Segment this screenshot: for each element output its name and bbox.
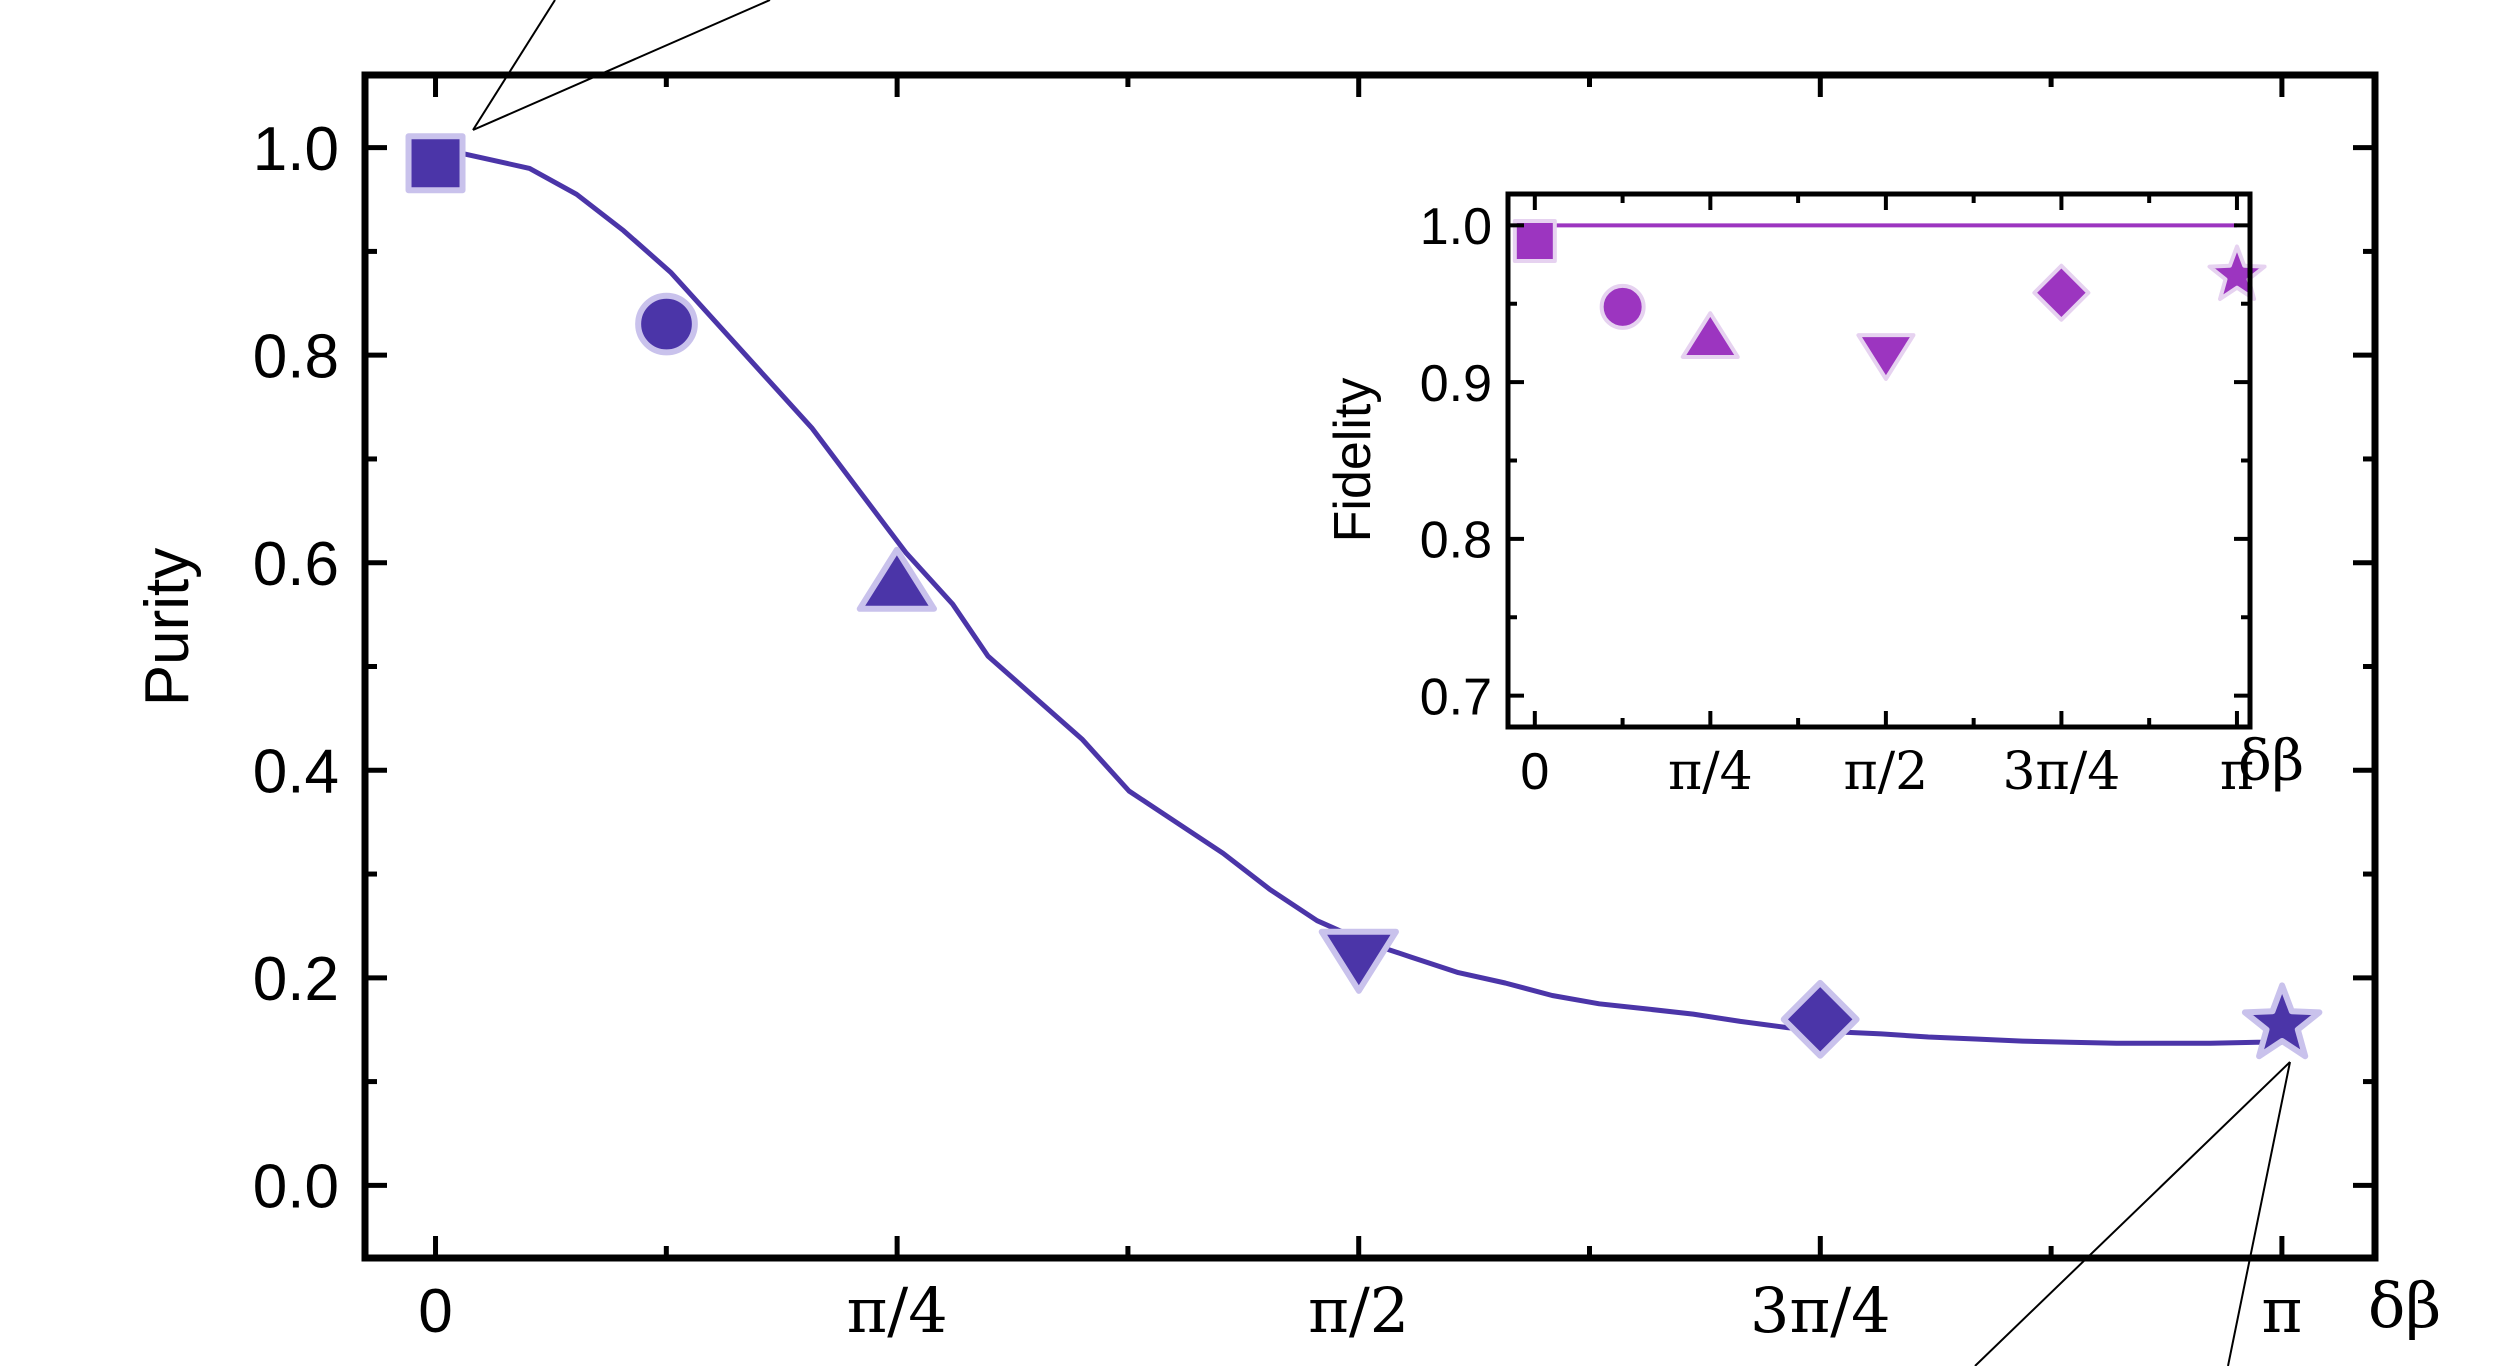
- inset-y-tick-label: 0.9: [1420, 355, 1492, 413]
- main-y-tick-label: 0.4: [253, 738, 339, 807]
- main-data-point-triangle-up: [856, 546, 938, 612]
- inset-markers-layer: [1512, 219, 2267, 381]
- main-x-tick-label: π/4: [847, 1274, 948, 1347]
- callout-lines: [472, 0, 2291, 1366]
- inset-x-tick-label: π: [2220, 742, 2254, 802]
- main-x-tick-label: 3π/4: [1750, 1274, 1891, 1347]
- main-y-tick-label: 0.8: [253, 323, 339, 392]
- main-chart: 0 π/4 π/2 3π/4 π 0.0 0.2 0.4 0.6 0.8 1.0 Purity δβ: [133, 71, 2441, 1347]
- inset-chart: 0 π/4 π/2 3π/4 π 0.7 0.8 0.9 1.0 Fidelity δβ: [1324, 191, 2304, 802]
- inset-data-point-square: [1512, 219, 1557, 264]
- main-data-point-circle: [635, 292, 698, 356]
- main-markers-layer: [405, 133, 2323, 1060]
- inset-data-point-triangle-up: [1680, 311, 1740, 359]
- main-y-tick-label: 0.0: [253, 1153, 339, 1222]
- main-data-point-square: [405, 133, 466, 194]
- main-data-point-diamond: [1780, 979, 1860, 1059]
- inset-axes: 0 π/4 π/2 3π/4 π 0.7 0.8 0.9 1.0: [1420, 191, 2254, 802]
- inset-x-tick-label: π/2: [1843, 742, 1928, 802]
- main-x-tick-label: π: [2262, 1274, 2303, 1347]
- main-y-tick-label: 1.0: [253, 115, 339, 184]
- main-x-tick-label: 0: [418, 1277, 452, 1346]
- main-axes: 0 π/4 π/2 3π/4 π 0.0 0.2 0.4 0.6 0.8 1.0: [253, 71, 2379, 1347]
- inset-x-tick-label: 0: [1520, 743, 1549, 801]
- main-data-point-star: [2241, 982, 2323, 1060]
- main-x-axis-label: δβ: [2368, 1269, 2441, 1342]
- main-y-tick-label: 0.6: [253, 530, 339, 599]
- inset-data-point-circle: [1599, 283, 1646, 330]
- inset-x-tick-label: π/4: [1668, 742, 1753, 802]
- callout-line: [1974, 1061, 2291, 1366]
- inset-y-tick-label: 0.8: [1420, 512, 1492, 570]
- inset-x-axis-label: δβ: [2238, 729, 2304, 794]
- main-x-tick-label: π/2: [1308, 1274, 1409, 1347]
- main-data-point-triangle-down: [1318, 928, 1399, 994]
- callout-line: [472, 0, 771, 131]
- inset-data-point-star: [2207, 244, 2267, 301]
- inset-y-tick-label: 0.7: [1420, 668, 1492, 726]
- main-y-axis-label: Purity: [133, 548, 202, 706]
- inset-y-axis-label: Fidelity: [1324, 378, 1382, 543]
- inset-data-point-diamond: [2032, 263, 2091, 322]
- main-y-tick-label: 0.2: [253, 945, 339, 1014]
- inset-data-point-triangle-down: [1856, 333, 1916, 381]
- callout-line: [2227, 1061, 2291, 1366]
- inset-x-tick-label: 3π/4: [2002, 742, 2120, 802]
- callout-line: [472, 0, 556, 131]
- inset-y-tick-label: 1.0: [1420, 198, 1492, 256]
- inset-background: [1496, 194, 2230, 724]
